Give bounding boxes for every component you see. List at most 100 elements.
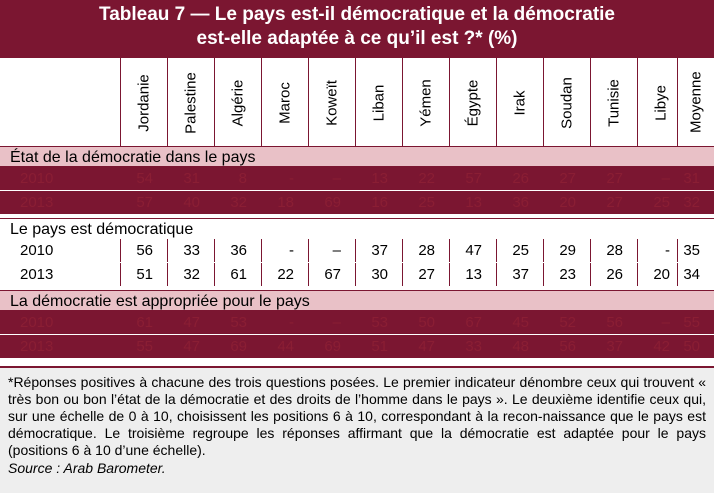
table-cell: 45 (496, 311, 543, 334)
table-cell: – (637, 311, 684, 334)
section-heading: La démocratie est appropriée pour le pay… (0, 290, 714, 311)
table-cell: 32 (214, 191, 261, 214)
column-header-label: Tunisie (605, 78, 623, 127)
table-cell: 27 (402, 263, 449, 286)
section-heading: État de la démocratie dans le pays (0, 146, 714, 167)
table-cell: 30 (355, 263, 402, 286)
table-cell: 55 (677, 311, 714, 334)
table-cell: 61 (120, 311, 167, 334)
table-cell: - (261, 311, 308, 334)
table-cell: 22 (402, 167, 449, 190)
table-cell: 69 (308, 335, 355, 358)
column-header: Soudan (543, 58, 590, 147)
table-cell: 20 (543, 191, 590, 214)
table-cell: 69 (308, 191, 355, 214)
table-cell: – (308, 167, 355, 190)
table-cell: – (308, 311, 355, 334)
table-cell: 29 (543, 239, 590, 262)
table-cell: 54 (120, 167, 167, 190)
row-year: 2010 (20, 242, 54, 259)
table-cell: 34 (677, 263, 714, 286)
table-cell: 51 (355, 335, 402, 358)
column-header-label: Algérie (229, 79, 247, 126)
table-cell: 13 (355, 167, 402, 190)
table-cell: 23 (543, 263, 590, 286)
table-cell: 25 (496, 239, 543, 262)
column-header: Maroc (261, 58, 308, 147)
table-cell: - (261, 239, 308, 262)
table-row: 2010 54 31 8- –13 22 57 26 27 27–31 (0, 167, 714, 190)
row-year: 2013 (20, 266, 54, 283)
table-cell: 32 (677, 191, 714, 214)
table-cell: 33 (167, 239, 214, 262)
column-header: Liban (355, 58, 402, 147)
table-cell: 31 (677, 167, 714, 190)
footnote: *Réponses positives à chacune des trois … (0, 366, 714, 493)
row-year: 2013 (20, 338, 54, 355)
table-cell: 26 (496, 167, 543, 190)
table-cell: 31 (167, 167, 214, 190)
table-cell: 55 (120, 335, 167, 358)
table-cell: 37 (496, 263, 543, 286)
table-cell: - (637, 239, 684, 262)
column-header-label: Jordanie (135, 73, 153, 132)
table-cell: 44 (261, 335, 308, 358)
table-cell: 61 (214, 263, 261, 286)
table-cell: 69 (214, 335, 261, 358)
table-cell: 27 (543, 167, 590, 190)
row-year: 2013 (20, 194, 54, 211)
table-cell: 56 (120, 239, 167, 262)
footnote-text: *Réponses positives à chacune des trois … (8, 374, 706, 458)
table-cell: 27 (590, 167, 637, 190)
table-cell: 13 (449, 191, 496, 214)
table-cell: 36 (214, 239, 261, 262)
table-cell: 57 (449, 167, 496, 190)
table-cell: 16 (355, 191, 402, 214)
table-cell: 27 (590, 191, 637, 214)
column-header: Libye (637, 58, 684, 147)
table-row: 2010 56 33 36- –37 28 47 25 29 28-35 (0, 239, 714, 262)
table-cell: 51 (120, 263, 167, 286)
table-cell: 53 (355, 311, 402, 334)
column-header: Palestine (167, 58, 214, 147)
table-cell: 50 (402, 311, 449, 334)
column-header-label: Irak (511, 89, 529, 116)
table-cell: 26 (590, 263, 637, 286)
column-header-row: Jordanie Palestine Algérie Maroc Koweït Liban… (0, 57, 714, 147)
table-cell: 18 (261, 191, 308, 214)
column-header: Koweït (308, 58, 355, 147)
column-header-label: Soudan (558, 76, 576, 129)
table-cell: 32 (167, 263, 214, 286)
table-cell: 48 (496, 335, 543, 358)
table-cell: - (261, 167, 308, 190)
title-line-2: est-elle adaptée à ce qu’il est ?* (%) (196, 28, 518, 49)
row-year: 2010 (20, 170, 54, 187)
table-cell: 56 (543, 335, 590, 358)
table-cell: 37 (590, 335, 637, 358)
column-header: Irak (496, 58, 543, 147)
table-cell: 57 (120, 191, 167, 214)
column-header: Algérie (214, 58, 261, 147)
column-header: Égypte (449, 58, 496, 147)
table-cell: 47 (449, 239, 496, 262)
table-cell: 22 (261, 263, 308, 286)
table-cell: 47 (167, 311, 214, 334)
table-cell: – (308, 239, 355, 262)
table-cell: 35 (677, 239, 714, 262)
column-header: Jordanie (120, 58, 167, 147)
column-header: Yémen (402, 58, 449, 147)
table-row: 2013 55 47 69 44 69 51 47 33 48 56 37 42 50 (0, 335, 714, 358)
table-cell: 67 (449, 311, 496, 334)
column-header: Tunisie (590, 58, 637, 147)
column-header-label: Palestine (182, 71, 200, 134)
table-cell: 37 (355, 239, 402, 262)
table-cell: 20 (637, 263, 684, 286)
column-header-label: Maroc (276, 81, 294, 124)
table-title: Tableau 7 — Le pays est-il démocratique … (0, 0, 714, 57)
table-row: 2010 61 47 53- –53 50 67 45 52 56–55 (0, 311, 714, 334)
table-row: 2013 57 40 32 18 69 16 25 13 36 20 27 25 32 (0, 191, 714, 214)
table-cell: 56 (590, 311, 637, 334)
source-line: Source : Arab Barometer. (8, 460, 166, 476)
column-header-label: Libye (652, 84, 670, 121)
